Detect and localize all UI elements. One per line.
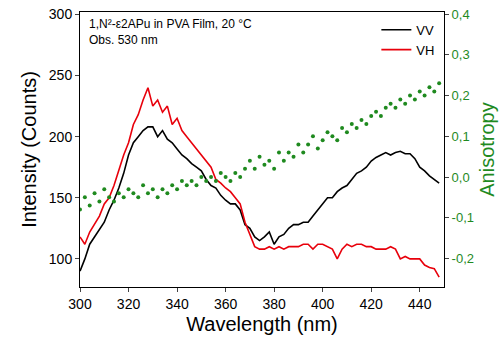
svg-text:Wavelength (nm): Wavelength (nm)	[186, 313, 338, 335]
svg-text:-0,1: -0,1	[452, 210, 474, 225]
svg-text:VH: VH	[416, 43, 434, 58]
svg-text:0,0: 0,0	[452, 170, 470, 185]
svg-text:Anisotropy: Anisotropy	[476, 102, 498, 197]
svg-text:200: 200	[49, 129, 73, 145]
svg-text:1,N²-ε2APu in PVA Film, 20 °CO: 1,N²-ε2APu in PVA Film, 20 °CObs. 530 nm	[89, 17, 252, 47]
svg-text:0,1: 0,1	[452, 129, 470, 144]
svg-text:150: 150	[49, 190, 73, 206]
svg-text:320: 320	[117, 296, 141, 312]
svg-text:360: 360	[214, 296, 238, 312]
svg-text:0,3: 0,3	[452, 47, 470, 62]
svg-text:420: 420	[360, 296, 384, 312]
svg-text:250: 250	[49, 67, 73, 83]
svg-text:340: 340	[165, 296, 189, 312]
svg-text:300: 300	[49, 6, 73, 22]
svg-text:0,4: 0,4	[452, 7, 470, 22]
svg-text:0,2: 0,2	[452, 88, 470, 103]
svg-text:440: 440	[408, 296, 432, 312]
svg-text:100: 100	[49, 251, 73, 267]
svg-text:400: 400	[311, 296, 335, 312]
svg-text:-0,2: -0,2	[452, 251, 474, 266]
svg-text:VV: VV	[416, 23, 434, 38]
svg-text:300: 300	[68, 296, 92, 312]
svg-text:380: 380	[262, 296, 286, 312]
svg-text:Intensity (Counts): Intensity (Counts)	[18, 71, 40, 228]
